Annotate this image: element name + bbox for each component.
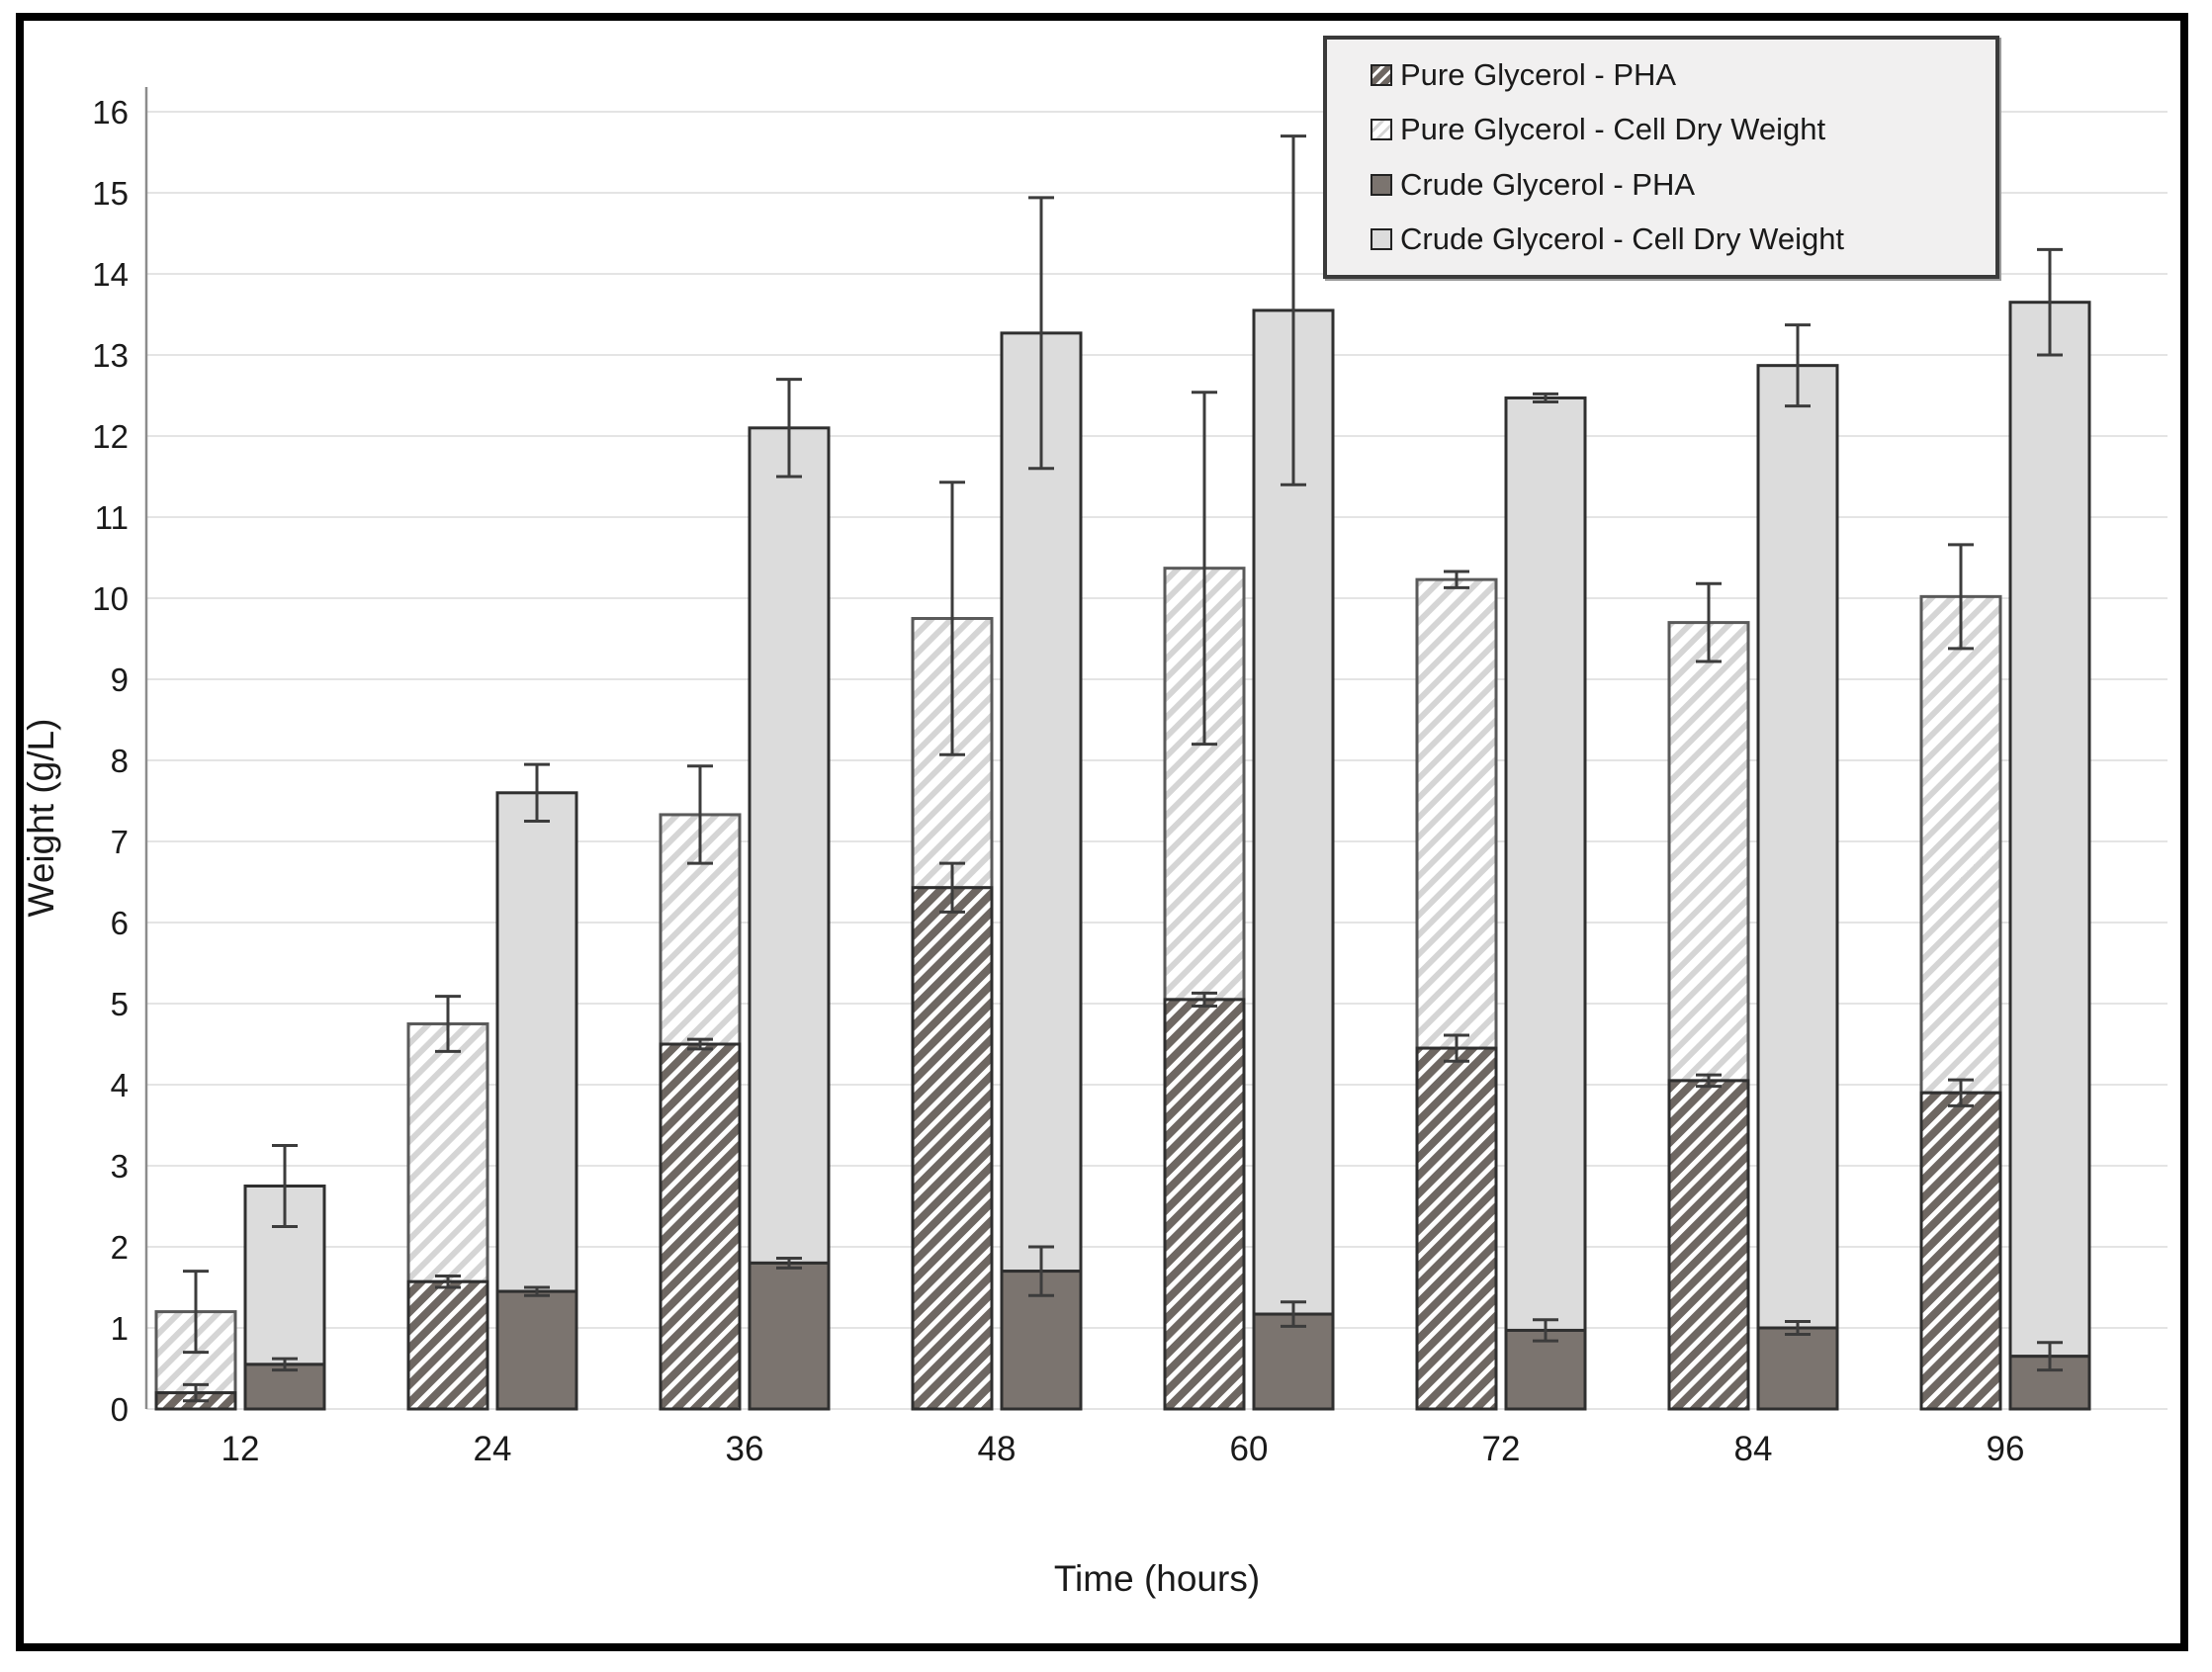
y-tick-label: 3 <box>111 1148 129 1185</box>
bar-pure-72 <box>1415 577 1498 1411</box>
bars <box>154 301 2091 1411</box>
legend-item-pure-cdw: Pure Glycerol - Cell Dry Weight <box>1371 112 1995 147</box>
y-tick-label: 2 <box>111 1229 129 1266</box>
x-tick-label: 72 <box>1482 1430 1521 1468</box>
legend-item-pure-pha: Pure Glycerol - PHA <box>1371 57 1995 93</box>
x-tick-label: 36 <box>726 1430 764 1468</box>
y-tick-label: 1 <box>111 1310 129 1347</box>
bar-pure-84 <box>1667 621 1750 1411</box>
legend-label: Pure Glycerol - PHA <box>1400 56 1677 92</box>
bar-crude-24 <box>495 791 578 1411</box>
y-tick-label: 8 <box>111 743 129 779</box>
x-tick-label: 84 <box>1734 1430 1773 1468</box>
y-axis-title: Weight (g/L) <box>21 718 61 918</box>
y-tick-label: 0 <box>111 1391 129 1428</box>
y-tick-label: 10 <box>92 580 129 617</box>
x-tick-label: 24 <box>474 1430 512 1468</box>
y-tick-label: 13 <box>92 337 129 374</box>
y-tick-label: 6 <box>111 905 129 941</box>
bar-pure-24 <box>406 1022 489 1411</box>
y-tick-label: 16 <box>92 94 129 131</box>
y-tick-label: 5 <box>111 986 129 1022</box>
x-axis-title: Time (hours) <box>1053 1558 1261 1599</box>
x-tick-label: 12 <box>221 1430 260 1468</box>
x-tick-label: 60 <box>1230 1430 1269 1468</box>
y-tick-label: 7 <box>111 824 129 860</box>
bar-crude-72 <box>1504 396 1587 1411</box>
legend-swatch-pure-pha-icon <box>1371 63 1392 86</box>
legend-swatch-crude-cdw-icon <box>1371 228 1392 251</box>
x-tick-label: 96 <box>1987 1430 2025 1468</box>
bar-crude-96 <box>2008 301 2091 1411</box>
legend-label: Pure Glycerol - Cell Dry Weight <box>1400 112 1826 147</box>
legend-item-crude-cdw: Crude Glycerol - Cell Dry Weight <box>1371 221 1995 257</box>
bar-crude-36 <box>748 426 831 1411</box>
legend-label: Crude Glycerol - Cell Dry Weight <box>1400 221 1845 257</box>
legend-swatch-pure-cdw-icon <box>1371 119 1392 141</box>
y-tick-label: 14 <box>92 256 129 293</box>
x-tick-label: 48 <box>978 1430 1017 1468</box>
legend-swatch-crude-pha-icon <box>1371 173 1392 196</box>
y-tick-label: 9 <box>111 661 129 698</box>
bar-pure-96 <box>1919 594 2002 1411</box>
error-bars <box>183 134 2063 1403</box>
y-tick-label: 11 <box>95 499 129 536</box>
bar-crude-84 <box>1756 364 1839 1411</box>
y-tick-label: 15 <box>92 175 129 212</box>
legend: Pure Glycerol - PHA Pure Glycerol - Cell… <box>1323 36 1999 279</box>
y-tick-label: 12 <box>92 418 129 455</box>
legend-label: Crude Glycerol - PHA <box>1400 166 1696 202</box>
y-tick-label: 4 <box>111 1067 129 1103</box>
bar-pure-36 <box>659 813 742 1411</box>
x-tick-labels: 12 24 36 48 60 72 84 96 <box>221 1430 2025 1468</box>
legend-item-crude-pha: Crude Glycerol - PHA <box>1371 167 1995 203</box>
